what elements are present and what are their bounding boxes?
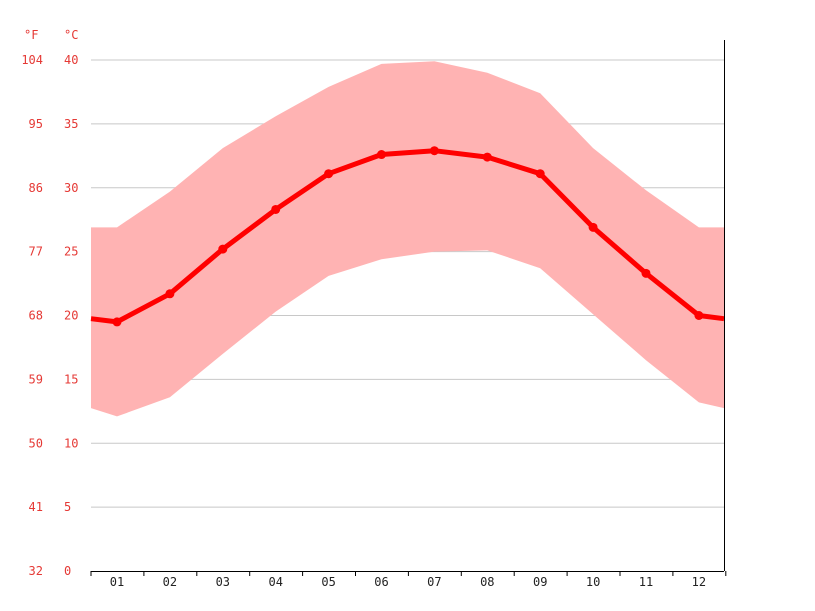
data-point (641, 268, 651, 278)
data-point (588, 222, 598, 232)
y-tick-label-f: 59 (29, 372, 43, 386)
y-tick-label-f: 95 (29, 117, 43, 131)
axis-labels: 32 0 41 5 50 10 59 15 68 20 77 25 86 30 95 35 104 40 °F °C 0… (21, 28, 706, 589)
x-tick-label: 10 (586, 575, 600, 589)
data-point (165, 289, 175, 299)
x-tick-label: 11 (639, 575, 653, 589)
data-point (535, 169, 545, 179)
y-tick-label-c: 5 (64, 500, 71, 514)
unit-label-celsius: °C (64, 28, 78, 42)
x-tick-label: 01 (110, 575, 124, 589)
y-tick-label-f: 68 (29, 309, 43, 323)
x-tick-label: 12 (692, 575, 706, 589)
unit-label-fahrenheit: °F (24, 28, 38, 42)
x-tick-label: 09 (533, 575, 547, 589)
x-tick-label: 08 (480, 575, 494, 589)
temperature-range-band (91, 61, 724, 417)
y-tick-label-c: 20 (64, 309, 78, 323)
data-point (694, 311, 704, 320)
x-tick-label: 05 (321, 575, 335, 589)
y-tick-label-c: 10 (64, 436, 78, 450)
x-tick-label: 06 (374, 575, 388, 589)
x-tick-label: 02 (163, 575, 177, 589)
data-point (218, 244, 228, 254)
axes (90, 40, 727, 576)
data-point (112, 317, 122, 327)
y-tick-label-c: 15 (64, 372, 78, 386)
y-tick-label-c: 25 (64, 245, 78, 259)
y-tick-label-f: 104 (21, 53, 43, 67)
x-tick-label: 07 (427, 575, 441, 589)
data-point (429, 146, 439, 156)
y-tick-label-c: 0 (64, 564, 71, 578)
y-tick-label-f: 41 (29, 500, 43, 514)
y-tick-label-f: 77 (29, 245, 43, 259)
x-tick-label: 04 (268, 575, 282, 589)
y-tick-label-c: 40 (64, 53, 78, 67)
y-tick-label-c: 30 (64, 181, 78, 195)
mean-temperature-line (90, 148, 725, 325)
y-tick-label-f: 86 (29, 181, 43, 195)
mean-temperature-series (90, 146, 725, 327)
y-tick-label-c: 35 (64, 117, 78, 131)
data-point (482, 152, 492, 162)
y-tick-label-f: 32 (29, 564, 43, 578)
data-point (271, 204, 281, 214)
x-tick-label: 03 (216, 575, 230, 589)
y-tick-label-f: 50 (29, 436, 43, 450)
data-point (324, 169, 334, 179)
data-point (377, 150, 386, 160)
